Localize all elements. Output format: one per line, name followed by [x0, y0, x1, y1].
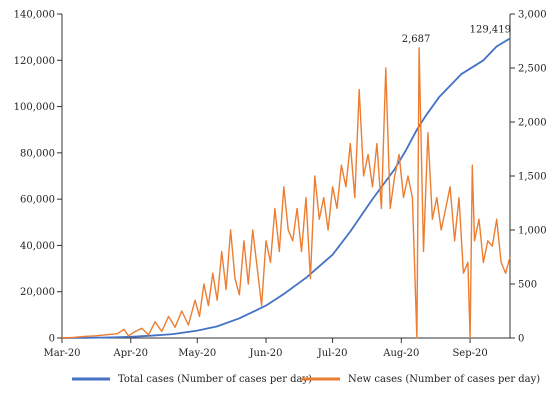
y-left-tick-label: 100,000: [14, 102, 55, 113]
legend-label: New cases (Number of cases per day): [348, 374, 540, 385]
y-right-tick-label: 0: [518, 334, 524, 345]
y-left-tick-label: 40,000: [20, 241, 55, 252]
x-tick-label: Aug-20: [382, 348, 419, 359]
x-tick-label: Sep-20: [452, 348, 487, 359]
data-label: 2,687: [402, 34, 431, 45]
y-axis-left: 0 20,000 40,000 60,000 80,000 100,000 120,000 1…: [14, 10, 63, 345]
x-tick-label: Jul-20: [317, 348, 348, 359]
plot-area: [61, 37, 511, 339]
y-left-tick-label: 60,000: [20, 195, 55, 206]
x-axis: Mar-20 Apr-20 May-20 Jun-20 Jul-20 Aug-20 Sep-…: [43, 337, 510, 359]
y-right-tick-label: 3,000: [518, 10, 547, 21]
y-left-tick-label: 80,000: [20, 148, 55, 159]
x-tick-label: Apr-20: [112, 348, 148, 359]
x-tick-label: Jun-20: [249, 348, 283, 359]
y-left-tick-label: 120,000: [14, 56, 55, 67]
y-right-tick-label: 1,500: [518, 172, 547, 183]
legend-label: Total cases (Number of cases per day): [118, 374, 312, 385]
y-right-tick-label: 2,500: [518, 64, 547, 75]
y-axis-right: 0 500 1,000 1,500 2,000 2,500 3,000: [509, 10, 547, 345]
y-left-tick-label: 140,000: [14, 10, 55, 21]
data-label: 129,419: [470, 24, 511, 35]
y-right-tick-label: 500: [518, 280, 537, 291]
series-line-new-cases: [61, 47, 511, 339]
y-right-tick-label: 2,000: [518, 118, 547, 129]
y-left-tick-label: 0: [49, 334, 55, 345]
x-tick-label: May-20: [178, 348, 216, 359]
series-line-total-cases: [61, 37, 511, 339]
y-right-tick-label: 1,000: [518, 226, 547, 237]
y-left-tick-label: 20,000: [20, 287, 55, 298]
legend: Total cases (Number of cases per day) New…: [72, 374, 540, 385]
annotations: 2,687 129,419: [402, 24, 511, 44]
x-tick-label: Mar-20: [43, 348, 80, 359]
